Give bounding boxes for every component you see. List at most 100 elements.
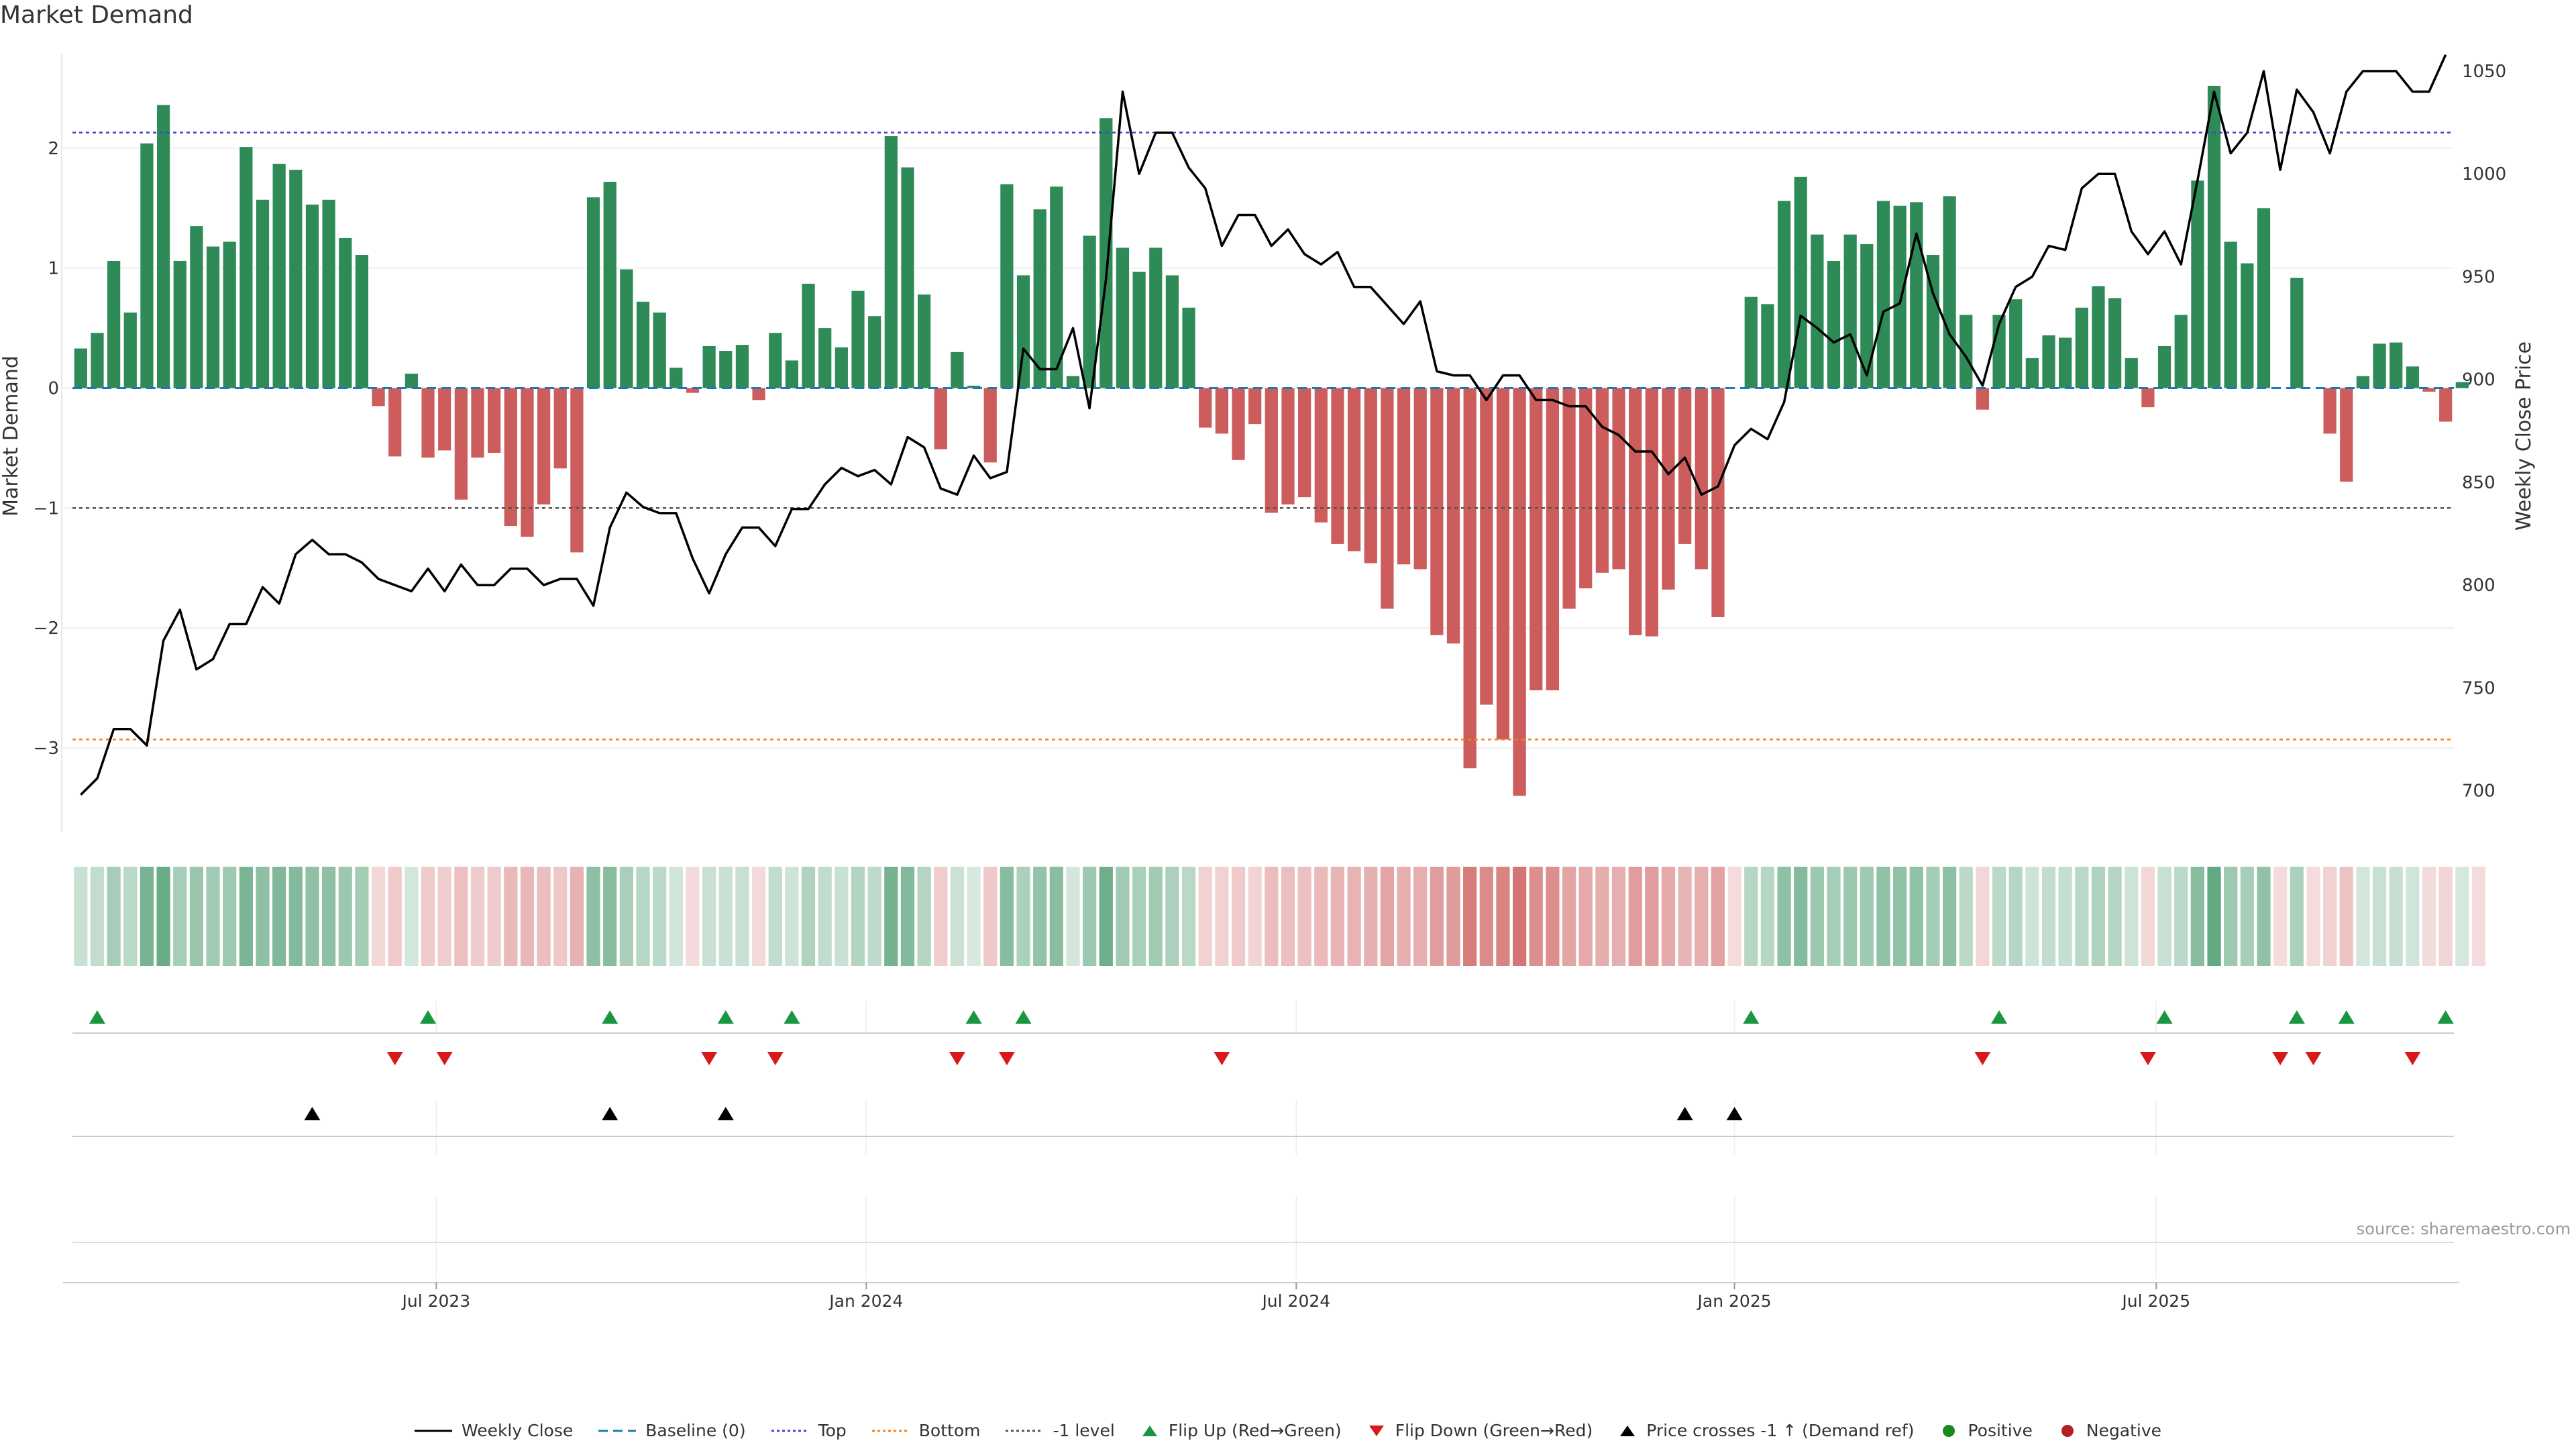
cross-markers (304, 1107, 1743, 1120)
heatmap-cell (1611, 867, 1626, 966)
circle-icon (1943, 1424, 1955, 1437)
demand-bar (802, 283, 815, 388)
heatmap-cell (355, 867, 369, 966)
heatmap-cell (2306, 867, 2320, 966)
demand-bar (2340, 388, 2353, 482)
y-axis-title: Market Demand (0, 356, 23, 517)
demand-bar (620, 269, 633, 388)
demand-bar (140, 143, 154, 388)
triangle-up-icon (1620, 1425, 1635, 1436)
heatmap-cell (1380, 867, 1395, 966)
y2-tick-label: 1000 (2462, 164, 2506, 184)
demand-bar (305, 204, 319, 388)
x-tick-label: Jul 2024 (1260, 1291, 1330, 1311)
y2-tick-label: 950 (2462, 267, 2496, 287)
legend-item-cross: Price crosses -1 ↑ (Demand ref) (1618, 1421, 1914, 1440)
heatmap-cell (1181, 867, 1196, 966)
y2-tick-label: 1050 (2462, 62, 2506, 82)
flip-up-marker (420, 1010, 437, 1024)
demand-bar (1165, 275, 1179, 388)
demand-bar (190, 226, 203, 388)
demand-bar (1232, 388, 1245, 460)
heatmap-cell (1562, 867, 1576, 966)
heatmap-cell (2290, 867, 2304, 966)
demand-bar (570, 388, 584, 553)
demand-bar (372, 388, 385, 407)
demand-bar (1761, 304, 1774, 388)
y-tick-label: −2 (34, 619, 59, 639)
heatmap-cell (2422, 867, 2436, 966)
demand-bar (636, 301, 650, 388)
legend-item-weekly-close: Weekly Close (414, 1421, 573, 1440)
heatmap-cell (884, 867, 898, 966)
flip-up-marker (965, 1010, 982, 1024)
demand-bar (2373, 343, 2386, 388)
heatmap-cell (156, 867, 170, 966)
demand-bar (1099, 118, 1113, 388)
heatmap-cell (900, 867, 915, 966)
heatmap-cell (437, 867, 451, 966)
demand-bar (1248, 388, 1262, 425)
demand-bar (1645, 388, 1658, 637)
heatmap-cell (2455, 867, 2469, 966)
demand-bar (1381, 388, 1394, 609)
heatmap-cell (785, 867, 799, 966)
heatmap-cell (421, 867, 435, 966)
heatmap-cell (718, 867, 733, 966)
demand-bar (1215, 388, 1228, 434)
legend-item-top: Top (771, 1421, 847, 1440)
demand-bar (1513, 388, 1526, 796)
heatmap-cell (1198, 867, 1212, 966)
heatmap-cell (2058, 867, 2072, 966)
flip-up-markers (89, 1010, 2454, 1024)
demand-bar (1397, 388, 1411, 565)
dotted-line-icon (871, 1430, 910, 1432)
heatmap-cell (272, 867, 286, 966)
demand-bar (1695, 388, 1708, 570)
demand-bar (1678, 388, 1692, 544)
heatmap-cell (2356, 867, 2370, 966)
heatmap-cell (2273, 867, 2288, 966)
flip-up-marker (602, 1010, 619, 1024)
heatmap-cell (2141, 867, 2155, 966)
x-tick-label: Jul 2025 (2121, 1291, 2190, 1311)
demand-bar (934, 388, 947, 449)
demand-bar (1149, 248, 1163, 388)
demand-bar (239, 147, 253, 388)
heatmap-cell (851, 867, 865, 966)
heatmap-cell (1794, 867, 1808, 966)
heatmap-cell (1810, 867, 1824, 966)
heatmap-cell (1959, 867, 1973, 966)
heatmap-cell (504, 867, 518, 966)
heatmap-cell (2372, 867, 2387, 966)
heatmap-cell (586, 867, 600, 966)
heatmap-cell (454, 867, 468, 966)
demand-bar (2323, 388, 2337, 434)
heatmap-cell (189, 867, 204, 966)
demand-bar (107, 260, 121, 388)
demand-bar (868, 316, 881, 388)
demand-bar (918, 294, 931, 388)
heatmap-cell (2125, 867, 2139, 966)
legend: Weekly Close Baseline (0) Top Bottom -1 … (0, 1421, 2576, 1440)
demand-bar (1811, 234, 1824, 388)
demand-bar (1629, 388, 1642, 635)
demand-bar (1579, 388, 1593, 589)
heatmap-cell (1860, 867, 1874, 966)
flip-down-marker (1214, 1052, 1230, 1065)
heatmap-cell (107, 867, 121, 966)
heatmap-cell (2389, 867, 2403, 966)
heatmap-cell (1397, 867, 1411, 966)
heatmap-cell (223, 867, 237, 966)
heatmap-cell (1446, 867, 1460, 966)
heatmap-cell (1992, 867, 2006, 966)
heatmap-cell (2025, 867, 2039, 966)
heatmap-cell (1827, 867, 1841, 966)
heatmap-cell (1347, 867, 1361, 966)
demand-bar (1000, 184, 1014, 388)
demand-bar (471, 388, 484, 458)
demand-bar (504, 388, 517, 527)
heatmap-cell (1546, 867, 1560, 966)
demand-bar (686, 388, 700, 393)
legend-item-flip-down: Flip Down (Green→Red) (1367, 1421, 1593, 1440)
